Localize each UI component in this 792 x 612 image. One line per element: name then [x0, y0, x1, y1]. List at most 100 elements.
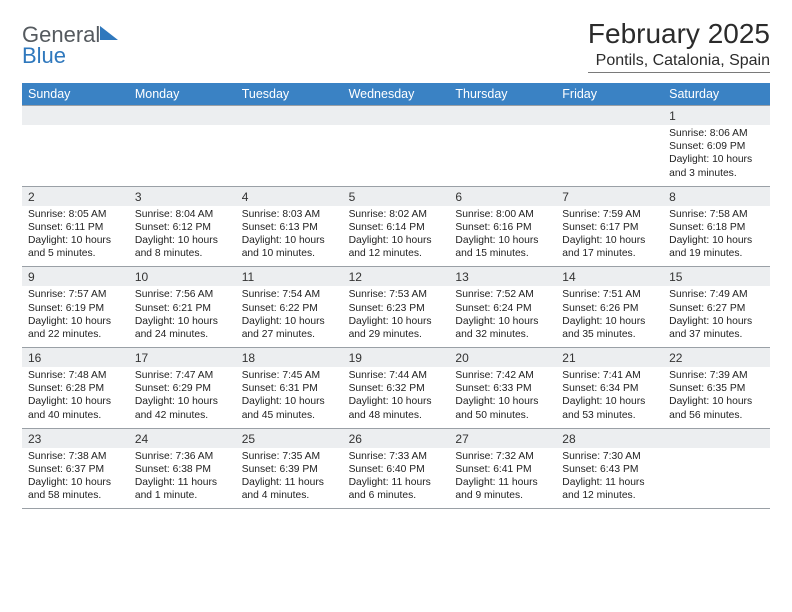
day-cell: Sunrise: 7:51 AMSunset: 6:26 PMDaylight:…	[556, 286, 663, 347]
day-cell: Sunrise: 7:58 AMSunset: 6:18 PMDaylight:…	[663, 206, 770, 267]
daylight-text: Daylight: 10 hours and 24 minutes.	[135, 315, 230, 341]
sunrise-text: Sunrise: 7:35 AM	[242, 450, 337, 463]
sunset-text: Sunset: 6:09 PM	[669, 140, 764, 153]
title-block: February 2025 Pontils, Catalonia, Spain	[588, 18, 770, 73]
day-cell: Sunrise: 8:03 AMSunset: 6:13 PMDaylight:…	[236, 206, 343, 267]
day-number: 23	[22, 429, 129, 448]
day-number: 2	[22, 187, 129, 206]
daylight-text: Daylight: 10 hours and 29 minutes.	[349, 315, 444, 341]
day-number: 19	[343, 348, 450, 367]
dow-thursday: Thursday	[449, 83, 556, 105]
sunrise-text: Sunrise: 7:30 AM	[562, 450, 657, 463]
day-cell	[236, 125, 343, 186]
day-number: 6	[449, 187, 556, 206]
sunrise-text: Sunrise: 7:59 AM	[562, 208, 657, 221]
daylight-text: Daylight: 10 hours and 53 minutes.	[562, 395, 657, 421]
dow-tuesday: Tuesday	[236, 83, 343, 105]
sunset-text: Sunset: 6:16 PM	[455, 221, 550, 234]
daylight-text: Daylight: 10 hours and 10 minutes.	[242, 234, 337, 260]
day-of-week-row: Sunday Monday Tuesday Wednesday Thursday…	[22, 83, 770, 105]
week-row: 1Sunrise: 8:06 AMSunset: 6:09 PMDaylight…	[22, 105, 770, 186]
daylight-text: Daylight: 10 hours and 15 minutes.	[455, 234, 550, 260]
weeks-container: 1Sunrise: 8:06 AMSunset: 6:09 PMDaylight…	[22, 105, 770, 509]
day-number	[343, 106, 450, 125]
daylight-text: Daylight: 11 hours and 6 minutes.	[349, 476, 444, 502]
day-cell: Sunrise: 7:44 AMSunset: 6:32 PMDaylight:…	[343, 367, 450, 428]
day-number-band: 9101112131415	[22, 267, 770, 286]
day-number: 11	[236, 267, 343, 286]
sunset-text: Sunset: 6:14 PM	[349, 221, 444, 234]
dow-friday: Friday	[556, 83, 663, 105]
sunrise-text: Sunrise: 8:05 AM	[28, 208, 123, 221]
day-number: 16	[22, 348, 129, 367]
day-cell: Sunrise: 8:00 AMSunset: 6:16 PMDaylight:…	[449, 206, 556, 267]
daylight-text: Daylight: 10 hours and 50 minutes.	[455, 395, 550, 421]
day-cell: Sunrise: 7:49 AMSunset: 6:27 PMDaylight:…	[663, 286, 770, 347]
daylight-text: Daylight: 11 hours and 9 minutes.	[455, 476, 550, 502]
sunrise-text: Sunrise: 7:57 AM	[28, 288, 123, 301]
daylight-text: Daylight: 10 hours and 35 minutes.	[562, 315, 657, 341]
sunset-text: Sunset: 6:34 PM	[562, 382, 657, 395]
sunset-text: Sunset: 6:38 PM	[135, 463, 230, 476]
brand-logo: General Blue	[22, 18, 118, 67]
sunrise-text: Sunrise: 7:56 AM	[135, 288, 230, 301]
daylight-text: Daylight: 10 hours and 3 minutes.	[669, 153, 764, 179]
sunrise-text: Sunrise: 7:52 AM	[455, 288, 550, 301]
day-cell: Sunrise: 7:39 AMSunset: 6:35 PMDaylight:…	[663, 367, 770, 428]
sunrise-text: Sunrise: 7:39 AM	[669, 369, 764, 382]
day-cell	[22, 125, 129, 186]
brand-mark-icon	[100, 26, 118, 40]
day-number: 27	[449, 429, 556, 448]
dow-monday: Monday	[129, 83, 236, 105]
daylight-text: Daylight: 10 hours and 17 minutes.	[562, 234, 657, 260]
sunrise-text: Sunrise: 7:53 AM	[349, 288, 444, 301]
day-number: 1	[663, 106, 770, 125]
sunrise-text: Sunrise: 7:36 AM	[135, 450, 230, 463]
sunrise-text: Sunrise: 8:00 AM	[455, 208, 550, 221]
week-row: 16171819202122Sunrise: 7:48 AMSunset: 6:…	[22, 347, 770, 428]
daylight-text: Daylight: 10 hours and 22 minutes.	[28, 315, 123, 341]
day-number: 13	[449, 267, 556, 286]
day-number: 3	[129, 187, 236, 206]
sunrise-text: Sunrise: 7:33 AM	[349, 450, 444, 463]
day-cell: Sunrise: 7:30 AMSunset: 6:43 PMDaylight:…	[556, 448, 663, 509]
day-cell: Sunrise: 8:04 AMSunset: 6:12 PMDaylight:…	[129, 206, 236, 267]
day-number-band: 1	[22, 106, 770, 125]
sunset-text: Sunset: 6:35 PM	[669, 382, 764, 395]
week-row: 9101112131415Sunrise: 7:57 AMSunset: 6:1…	[22, 266, 770, 347]
calendar: Sunday Monday Tuesday Wednesday Thursday…	[22, 83, 770, 509]
sunset-text: Sunset: 6:33 PM	[455, 382, 550, 395]
day-number-band: 2345678	[22, 187, 770, 206]
sunset-text: Sunset: 6:23 PM	[349, 302, 444, 315]
sunrise-text: Sunrise: 7:49 AM	[669, 288, 764, 301]
day-number	[236, 106, 343, 125]
sunset-text: Sunset: 6:39 PM	[242, 463, 337, 476]
day-cell: Sunrise: 7:41 AMSunset: 6:34 PMDaylight:…	[556, 367, 663, 428]
day-number: 9	[22, 267, 129, 286]
sunset-text: Sunset: 6:31 PM	[242, 382, 337, 395]
daylight-text: Daylight: 10 hours and 8 minutes.	[135, 234, 230, 260]
sunrise-text: Sunrise: 7:45 AM	[242, 369, 337, 382]
day-cell: Sunrise: 7:54 AMSunset: 6:22 PMDaylight:…	[236, 286, 343, 347]
day-number-band: 16171819202122	[22, 348, 770, 367]
day-cell: Sunrise: 7:52 AMSunset: 6:24 PMDaylight:…	[449, 286, 556, 347]
sunset-text: Sunset: 6:40 PM	[349, 463, 444, 476]
day-number: 18	[236, 348, 343, 367]
day-cell: Sunrise: 7:48 AMSunset: 6:28 PMDaylight:…	[22, 367, 129, 428]
day-cell: Sunrise: 7:35 AMSunset: 6:39 PMDaylight:…	[236, 448, 343, 509]
daylight-text: Daylight: 10 hours and 42 minutes.	[135, 395, 230, 421]
week-row: 232425262728Sunrise: 7:38 AMSunset: 6:37…	[22, 428, 770, 510]
sunset-text: Sunset: 6:41 PM	[455, 463, 550, 476]
sunrise-text: Sunrise: 7:41 AM	[562, 369, 657, 382]
day-cell	[449, 125, 556, 186]
day-cell: Sunrise: 7:47 AMSunset: 6:29 PMDaylight:…	[129, 367, 236, 428]
day-number: 17	[129, 348, 236, 367]
daylight-text: Daylight: 10 hours and 12 minutes.	[349, 234, 444, 260]
day-number	[449, 106, 556, 125]
day-number-band: 232425262728	[22, 429, 770, 448]
day-cell: Sunrise: 7:38 AMSunset: 6:37 PMDaylight:…	[22, 448, 129, 509]
day-cell: Sunrise: 7:53 AMSunset: 6:23 PMDaylight:…	[343, 286, 450, 347]
sunrise-text: Sunrise: 7:54 AM	[242, 288, 337, 301]
sunset-text: Sunset: 6:28 PM	[28, 382, 123, 395]
day-number: 15	[663, 267, 770, 286]
